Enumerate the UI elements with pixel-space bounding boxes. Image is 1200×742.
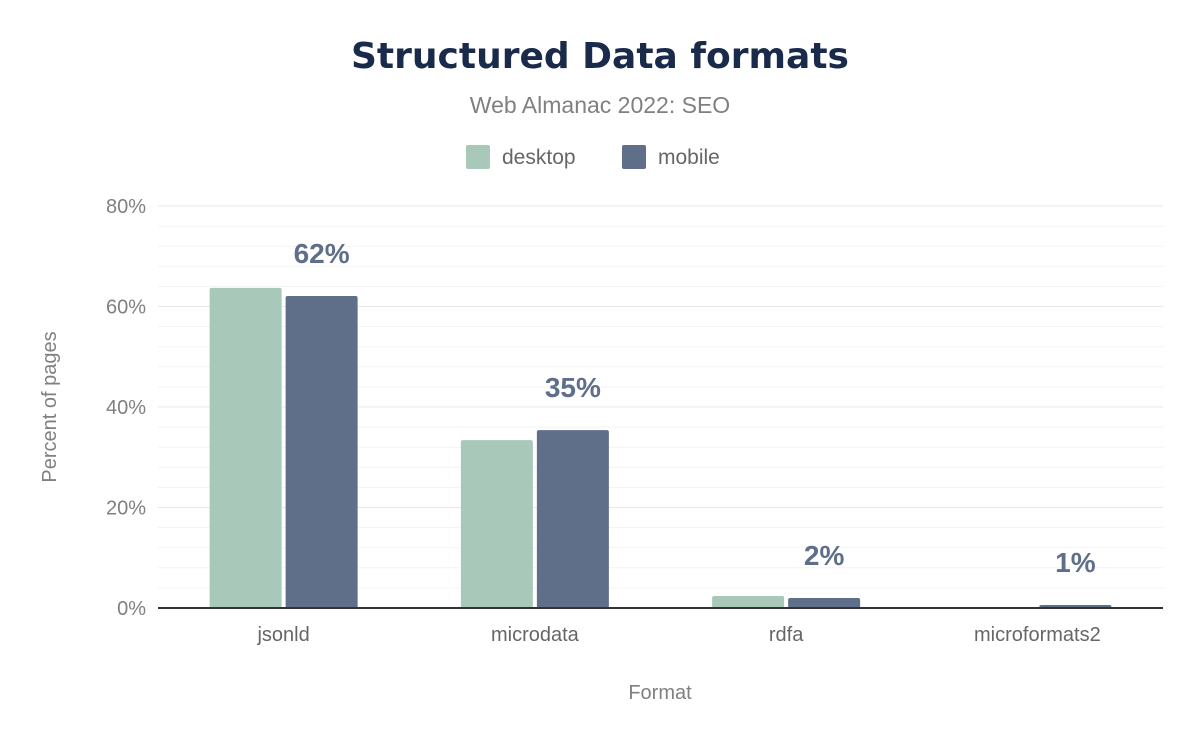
y-tick-label: 60%	[106, 297, 146, 319]
x-axis-label: Format	[628, 682, 692, 704]
legend: desktop mobile	[466, 145, 720, 169]
bar-mobile-rdfa	[788, 597, 861, 608]
y-tick-label: 40%	[106, 397, 146, 419]
legend-swatch-desktop[interactable]	[466, 145, 490, 169]
bar-desktop-microdata	[460, 440, 533, 608]
legend-swatch-mobile[interactable]	[622, 145, 646, 169]
bar-desktop-rdfa	[712, 595, 785, 608]
legend-label-mobile[interactable]: mobile	[658, 146, 720, 169]
y-tick-label: 0%	[117, 598, 146, 620]
bar-mobile-microdata	[536, 430, 609, 608]
data-label: 1%	[1055, 547, 1096, 578]
data-label: 2%	[804, 540, 845, 571]
x-tick-label: microdata	[491, 624, 580, 646]
x-tick-label: microformats2	[974, 624, 1101, 646]
bar-mobile-jsonld	[285, 295, 358, 608]
legend-label-desktop[interactable]: desktop	[502, 146, 576, 169]
y-axis-label: Percent of pages	[39, 331, 61, 482]
bar-desktop-jsonld	[209, 287, 282, 608]
y-tick-label: 20%	[106, 498, 146, 520]
data-label: 35%	[545, 372, 601, 403]
chart-subtitle: Web Almanac 2022: SEO	[470, 92, 730, 118]
data-label: 62%	[294, 238, 350, 269]
x-tick-label: jsonld	[256, 624, 309, 646]
chart-title: Structured Data formats	[351, 36, 849, 77]
x-tick-label: rdfa	[769, 624, 804, 646]
y-tick-label: 80%	[106, 196, 146, 218]
